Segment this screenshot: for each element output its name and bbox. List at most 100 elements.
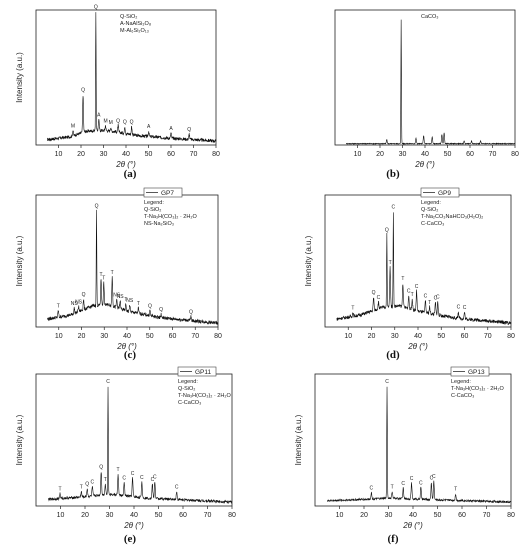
legend-series-name: GP11 [195,369,212,376]
xrd-series-line [47,12,217,144]
legend-item: T-Na₃H(CO₃)₂ · 2H₂O [451,386,504,392]
panel-caption-b: (b) [386,168,400,180]
xrd-series-line [345,19,516,145]
x-tick-label: 50 [437,333,445,340]
x-tick-label: 70 [483,512,491,519]
legend-title: Legend: [144,200,164,206]
x-tick-label: 30 [399,151,407,158]
x-tick-label: 70 [204,512,212,519]
peak-label: T [58,486,61,492]
peak-label: C [385,379,389,385]
x-tick-label: 70 [484,333,492,340]
x-tick-label: 70 [190,151,198,158]
legend-series-name: GP13 [468,369,485,376]
peak-label: NS [71,301,79,307]
x-axis-label: 2θ (°) [115,160,136,169]
panel-caption-c: (c) [123,349,137,361]
plot-frame [334,9,516,146]
peak-label: T [391,485,394,491]
x-axis-label: 2θ (°) [116,342,137,351]
x-tick-label: 20 [78,333,86,340]
peak-label: C [106,379,110,385]
x-tick-label: 30 [106,512,114,519]
x-tick-label: 80 [507,512,515,519]
legend-item: CaCO₃ [421,14,439,20]
peak-label: C [410,476,414,482]
peak-label: Q [95,204,99,210]
peak-label: Q [385,227,389,233]
peak-label: T [124,297,127,303]
panel-caption-f: (f) [387,533,399,545]
plot-frame [314,373,512,507]
xrd-chart-e: 10 20 30 40 50 60 70 80 2θ (°) Intensity (a.u.) T T… [15,366,236,530]
x-tick-label: 80 [214,333,222,340]
peak-label: T [411,292,414,298]
peak-label: C [377,295,381,301]
x-tick-label: 20 [77,151,85,158]
x-tick-label: 20 [376,151,384,158]
x-tick-label: 60 [461,333,469,340]
x-tick-label: 40 [421,151,429,158]
legend-item: Q-SiO₂ [120,14,137,20]
peak-label: Q [99,464,103,470]
peak-label: T [111,270,114,276]
peak-label: T [57,304,60,310]
xrd-chart-b: 10 20 30 40 50 60 70 80 2θ (°) CaCO₃ [334,9,519,169]
x-tick-label: 50 [155,512,163,519]
y-axis-label: Intensity (a.u.) [15,235,24,286]
x-tick-label: 70 [489,151,497,158]
x-tick-label: 60 [167,151,175,158]
peak-label: T [454,487,457,493]
xrd-series-line [336,212,512,326]
peak-label: T [102,276,105,282]
x-axis-label: 2θ (°) [123,521,144,530]
y-axis-label: Intensity (a.u.) [304,235,313,286]
x-tick-label: 60 [466,151,474,158]
y-axis-label: Intensity (a.u.) [15,414,24,465]
x-tick-label: 20 [368,333,376,340]
legend-item: M-Al₆Si₂O₁₃ [120,28,149,34]
peak-label: A [97,112,101,118]
peak-label: C [370,485,374,491]
x-tick-label: 10 [55,333,63,340]
x-tick-label: 80 [511,151,519,158]
peak-label: Q [148,303,152,309]
legend-item: T-Na₂CO₃NaHCO₃(H₂O)₂ [421,214,483,220]
legend-item: C-CaCO₃ [421,221,444,227]
xrd-series-line [47,209,219,325]
x-tick-label: 70 [191,333,199,340]
x-tick-label: 60 [169,333,177,340]
peak-label: C [392,204,396,210]
peak-label: C [424,294,428,300]
x-tick-label: 20 [81,512,89,519]
legend-item: NS-Na₂SiO₃ [144,221,174,227]
x-axis-label: 2θ (°) [414,160,435,169]
panel-caption-a: (a) [123,168,137,180]
legend-series-name: GP9 [438,190,451,197]
x-tick-label: 30 [385,512,393,519]
panel-caption-e: (e) [123,533,137,545]
peak-label: T [389,260,392,266]
peak-label: C [131,471,135,477]
y-axis-label: Intensity (a.u.) [294,414,303,465]
legend-item: T-Na₃H(CO₃)₂ · 2H₂O [178,393,231,399]
xrd-series-line [47,386,233,505]
peak-label: A [147,124,151,130]
legend-item: Q-SiO₂ [178,386,195,392]
peak-label: NS [75,299,83,305]
y-axis-label: Intensity (a.u.) [15,52,24,103]
peak-label: Q [81,88,85,94]
x-tick-label: 20 [360,512,368,519]
peak-label: C [122,476,126,482]
peak-label: A [169,126,173,132]
peak-label: M [103,118,107,124]
legend-title: Legend: [178,379,198,385]
peak-label: C [153,474,157,480]
peak-label: C [401,481,405,487]
x-tick-label: 80 [507,333,515,340]
legend-title: Legend: [421,200,441,206]
legend-box [177,366,217,377]
